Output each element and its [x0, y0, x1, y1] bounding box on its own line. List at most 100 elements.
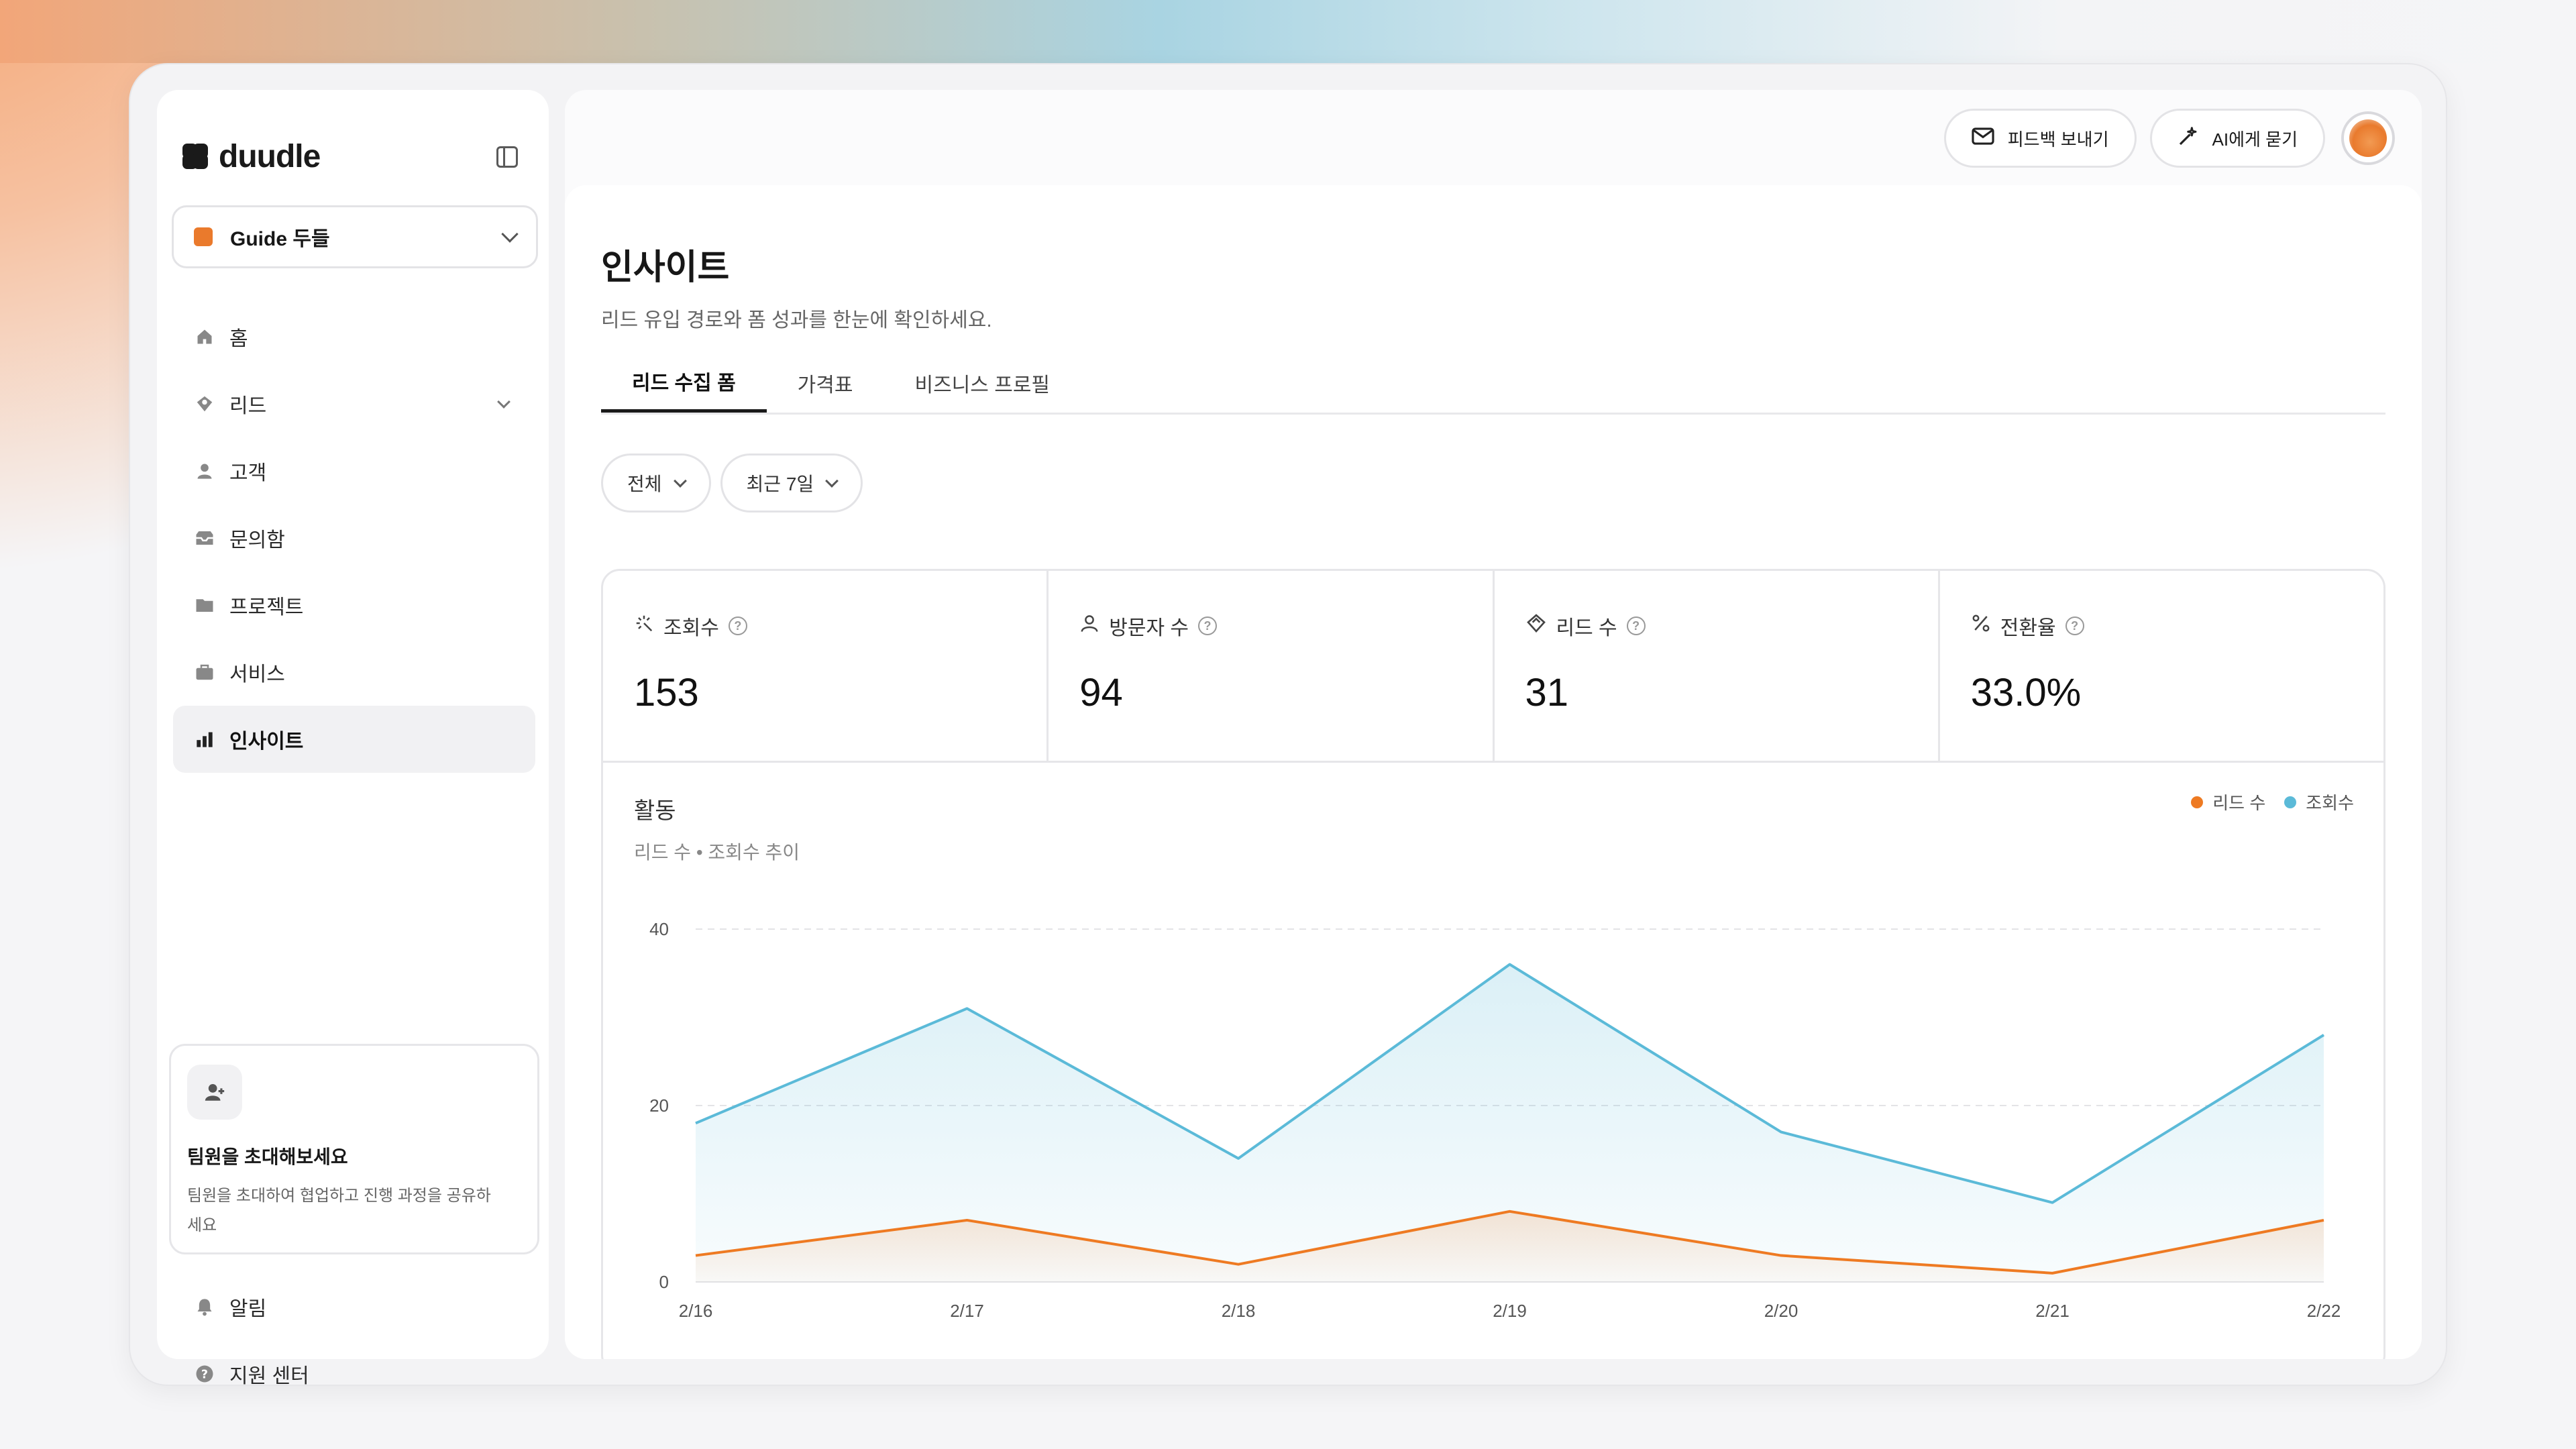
y-tick-label: 40	[649, 919, 669, 939]
x-tick-label: 2/17	[950, 1301, 984, 1321]
help-icon[interactable]: ?	[728, 616, 747, 635]
briefcase-icon	[195, 662, 215, 682]
legend-swatch	[2284, 796, 2297, 808]
background-band	[0, 0, 2576, 63]
sidebar-item-label: 홈	[229, 328, 248, 350]
stat-value: 33.0%	[1970, 671, 2082, 714]
sidebar-item-label: 리드	[229, 395, 267, 417]
x-tick-label: 2/16	[679, 1301, 713, 1321]
series-area-leads	[696, 1211, 2324, 1282]
lead-icon	[1525, 612, 1547, 639]
x-tick-label: 2/21	[2035, 1301, 2070, 1321]
home-icon	[195, 327, 215, 347]
sidebar-item-services[interactable]: 서비스	[173, 639, 535, 706]
chart-legend: 리드 수 조회수	[2191, 790, 2354, 814]
sidebar-item-leads[interactable]: 리드	[173, 370, 535, 437]
avatar-image	[2349, 119, 2387, 157]
legend-item-leads[interactable]: 리드 수	[2191, 790, 2265, 814]
folder-icon	[195, 595, 215, 615]
topbar: 피드백 보내기 AI에게 묻기	[1943, 109, 2395, 168]
x-tick-label: 2/18	[1222, 1301, 1256, 1321]
invite-title: 팀원을 초대해보세요	[187, 1146, 348, 1167]
stat-value: 31	[1525, 671, 1569, 714]
insights-content: 인사이트 리드 유입 경로와 폼 성과를 한눈에 확인하세요. 리드 수집 폼 …	[565, 185, 2422, 1359]
sidebar-item-label: 인사이트	[229, 731, 304, 753]
stat-leads: 리드 수 ? 31	[1495, 571, 1940, 761]
mail-icon	[1972, 127, 1994, 150]
tab-lead-form[interactable]: 리드 수집 폼	[601, 353, 767, 413]
sidebar: duudle Guide 두들 홈 리드	[157, 90, 549, 1387]
sidebar-item-label: 고객	[229, 462, 267, 484]
chevron-down-icon	[501, 225, 519, 243]
filter-source-dropdown[interactable]: 전체	[601, 453, 711, 513]
sidebar-bottom-nav: 알림 ? 지원 센터	[173, 1273, 535, 1407]
sidebar-item-label: 문의함	[229, 529, 285, 551]
stat-label: 전환율	[2000, 617, 2056, 639]
chevron-down-icon	[673, 474, 687, 488]
workspace-name: Guide 두들	[230, 228, 330, 250]
legend-swatch	[2191, 796, 2204, 808]
user-plus-icon	[187, 1065, 242, 1120]
sidebar-item-customers[interactable]: 고객	[173, 437, 535, 504]
lead-icon	[195, 394, 215, 414]
sidebar-toggle-icon[interactable]	[496, 146, 518, 168]
y-tick-label: 20	[649, 1095, 669, 1116]
sidebar-item-label: 프로젝트	[229, 596, 304, 619]
sidebar-item-projects[interactable]: 프로젝트	[173, 572, 535, 639]
help-icon[interactable]: ?	[1198, 616, 1217, 635]
tab-bar: 리드 수집 폼 가격표 비즈니스 프로필	[601, 353, 2385, 415]
svg-text:?: ?	[201, 1368, 208, 1381]
stat-value: 153	[634, 671, 699, 714]
magic-wand-icon	[2178, 125, 2199, 152]
series-area-views	[696, 964, 2324, 1282]
app-window: duudle Guide 두들 홈 리드	[129, 63, 2447, 1387]
legend-item-views[interactable]: 조회수	[2284, 790, 2354, 814]
ask-ai-button[interactable]: AI에게 묻기	[2149, 109, 2325, 168]
feedback-button[interactable]: 피드백 보내기	[1943, 109, 2137, 168]
stat-value: 94	[1079, 671, 1123, 714]
filter-label: 최근 7일	[746, 474, 814, 494]
tab-price-table[interactable]: 가격표	[797, 374, 853, 396]
sidebar-item-support[interactable]: ? 지원 센터	[173, 1340, 535, 1407]
logo-icon	[182, 143, 209, 170]
y-tick-label: 0	[659, 1272, 669, 1292]
filter-bar: 전체 최근 7일	[601, 453, 863, 513]
user-icon	[195, 461, 215, 481]
sidebar-item-home[interactable]: 홈	[173, 303, 535, 370]
help-circle-icon: ?	[195, 1364, 215, 1384]
stat-views: 조회수 ? 153	[603, 571, 1049, 761]
activity-title: 활동	[634, 798, 676, 824]
stats-row: 조회수 ? 153 방문자 수 ? 94	[603, 571, 2383, 763]
sidebar-item-inbox[interactable]: 문의함	[173, 504, 535, 572]
x-tick-label: 2/22	[2307, 1301, 2341, 1321]
x-tick-label: 2/20	[1764, 1301, 1799, 1321]
sparkle-icon	[634, 613, 654, 639]
help-icon[interactable]: ?	[1626, 616, 1646, 635]
legend-label: 조회수	[2306, 793, 2354, 813]
legend-label: 리드 수	[2212, 793, 2266, 813]
ask-ai-label: AI에게 묻기	[2212, 129, 2298, 150]
avatar[interactable]	[2341, 111, 2395, 165]
sidebar-nav: 홈 리드 고객 문의함	[173, 303, 535, 773]
percent-icon	[1971, 613, 1991, 639]
inbox-icon	[195, 528, 215, 548]
page-title: 인사이트	[601, 248, 730, 287]
sidebar-item-notifications[interactable]: 알림	[173, 1273, 535, 1340]
activity-subtitle: 리드 수 • 조회수 추이	[634, 842, 800, 863]
logo[interactable]: duudle	[182, 138, 321, 175]
workspace-icon	[194, 227, 213, 246]
bell-icon	[195, 1297, 215, 1317]
x-tick-label: 2/19	[1493, 1301, 1527, 1321]
stat-label: 조회수	[663, 617, 719, 639]
sidebar-item-label: 서비스	[229, 663, 285, 686]
invite-description: 팀원을 초대하여 협업하고 진행 과정을 공유하세요	[187, 1187, 491, 1234]
tab-business-profile[interactable]: 비즈니스 프로필	[914, 374, 1051, 396]
logo-text: duudle	[219, 139, 321, 174]
invite-card[interactable]: 팀원을 초대해보세요 팀원을 초대하여 협업하고 진행 과정을 공유하세요	[169, 1044, 539, 1254]
workspace-switcher[interactable]: Guide 두들	[172, 205, 538, 268]
chevron-down-icon[interactable]	[497, 395, 511, 409]
filter-period-dropdown[interactable]: 최근 7일	[720, 453, 863, 513]
help-icon[interactable]: ?	[2065, 616, 2084, 635]
sidebar-item-insights[interactable]: 인사이트	[173, 706, 535, 773]
feedback-label: 피드백 보내기	[2007, 129, 2109, 150]
